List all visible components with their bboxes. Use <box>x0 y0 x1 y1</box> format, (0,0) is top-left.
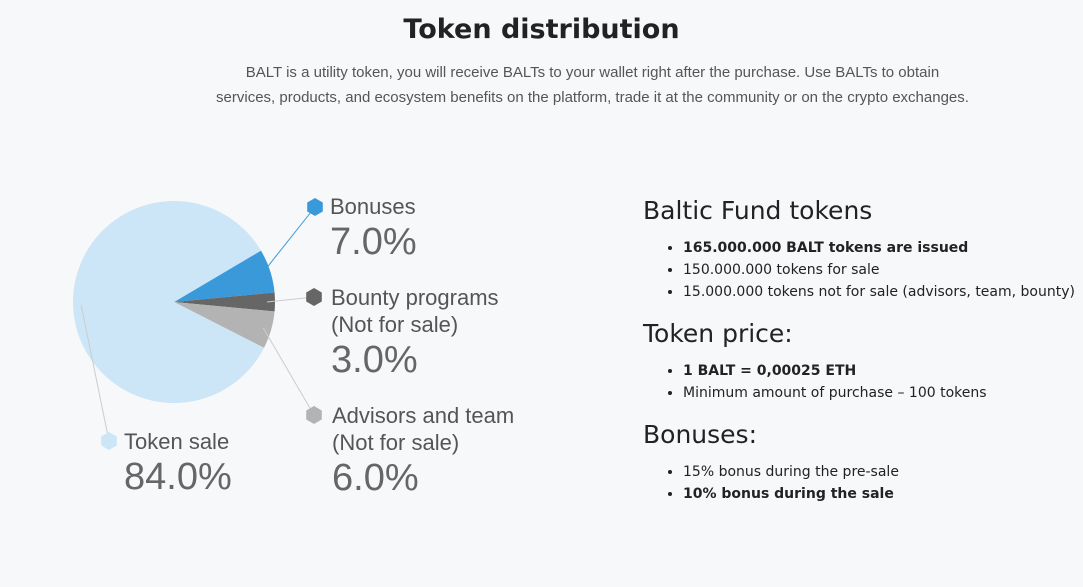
pie-slice <box>73 200 264 404</box>
slice-value: 7.0% <box>330 221 417 263</box>
section-title: Token price: <box>643 319 793 348</box>
slice-label: Advisors and team (Not for sale) <box>332 403 515 455</box>
leader-line <box>261 206 316 274</box>
list-item: Minimum amount of purchase – 100 tokens <box>683 382 1075 404</box>
section-title: Baltic Fund tokens <box>643 196 873 225</box>
slice-label: Token sale <box>124 429 230 454</box>
list: 165.000.000 BALT tokens are issued 150.0… <box>643 237 1075 303</box>
legend-marker <box>306 406 322 424</box>
pie-slice <box>174 302 275 348</box>
legend-marker <box>307 198 323 216</box>
list-item: 15.000.000 tokens not for sale (advisors… <box>683 281 1075 303</box>
info-panel: Baltic Fund tokens 165.000.000 BALT toke… <box>643 196 1075 521</box>
leader-line <box>80 304 110 442</box>
section-title: Bonuses: <box>643 420 757 449</box>
slice-value: 84.0% <box>124 456 232 498</box>
description: BALT is a utility token, you will receiv… <box>216 64 969 106</box>
list-item: 165.000.000 BALT tokens are issued <box>683 237 1075 259</box>
list-item: 150.000.000 tokens for sale <box>683 259 1075 281</box>
list-item: 1 BALT = 0,00025 ETH <box>683 360 1075 382</box>
list-item: 15% bonus during the pre-sale <box>683 461 1075 483</box>
legend-marker <box>101 432 117 450</box>
list: 15% bonus during the pre-sale 10% bonus … <box>643 461 1075 505</box>
slice-value: 6.0% <box>332 457 419 499</box>
page-title: Token distribution <box>403 14 680 45</box>
leader-line <box>266 296 315 303</box>
list: 1 BALT = 0,00025 ETH Minimum amount of p… <box>643 360 1075 404</box>
pie-slice <box>174 250 275 302</box>
slice-label: Bounty programs (Not for sale) <box>331 285 499 337</box>
pie-slice <box>174 292 275 312</box>
slice-label: Bonuses <box>330 194 416 219</box>
leader-line <box>262 327 315 416</box>
list-item: 10% bonus during the sale <box>683 483 1075 505</box>
slice-value: 3.0% <box>331 339 418 381</box>
legend-marker <box>306 288 322 306</box>
